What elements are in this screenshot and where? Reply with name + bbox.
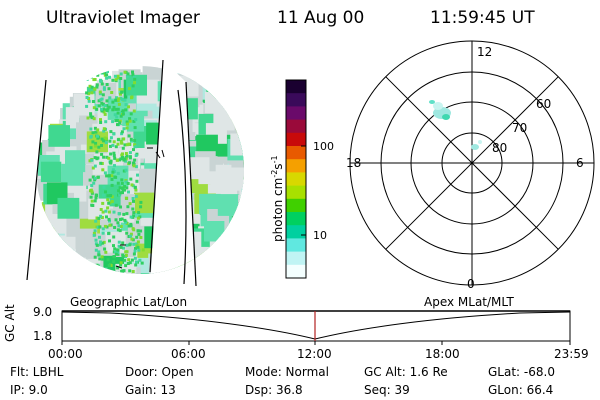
- status-door: Door: Open: [125, 365, 194, 379]
- date-label: 11 Aug 00: [277, 8, 365, 28]
- status-ip: IP: 9.0: [10, 383, 48, 397]
- altitude-curve: [61, 311, 571, 340]
- colorbar-unit-label: photon cm-2s-1: [270, 155, 285, 242]
- colorbar-band: [286, 225, 306, 239]
- colorbar-band: [286, 185, 306, 200]
- instrument-title: Ultraviolet Imager: [46, 8, 200, 28]
- colorbar-band: [286, 198, 306, 213]
- colorbar-band: [286, 251, 306, 266]
- status-flt: Flt: LBHL: [10, 365, 64, 379]
- colorbar-band: [286, 238, 306, 253]
- auroral-image: [26, 59, 244, 287]
- colorbar-frame: [285, 79, 307, 279]
- timeline-xtick-1: 06:00: [171, 347, 206, 361]
- colorbar: [286, 80, 306, 279]
- colorbar-band: [286, 212, 306, 226]
- colorbar-band: [286, 119, 306, 134]
- colorbar-band: [286, 159, 306, 173]
- polar-diag-2: [385, 76, 559, 250]
- colorbar-band: [286, 146, 306, 160]
- image-ticks: [115, 147, 165, 269]
- status-seq: Seq: 39: [364, 383, 410, 397]
- colorbar-label-10: 10: [313, 229, 327, 242]
- lat-label-80: 80: [492, 141, 508, 155]
- geographic-label: Geographic Lat/Lon: [70, 295, 188, 309]
- colorbar-band: [286, 132, 306, 147]
- timeline-ylabel: GC Alt: [3, 304, 17, 342]
- time-label: 11:59:45 UT: [430, 8, 535, 28]
- timeline-xtick-2: 12:00: [297, 347, 332, 361]
- status-gain: Gain: 13: [125, 383, 176, 397]
- lat-label-70: 70: [512, 121, 528, 135]
- mlt-label-0: 0: [467, 277, 475, 291]
- colorbar-band: [286, 80, 306, 94]
- image-gridlines: [26, 59, 197, 287]
- status-glon: GLon: 66.4: [488, 383, 554, 397]
- timeline-xtick-0: 00:00: [48, 347, 83, 361]
- timeline-ytick-top: 9.0: [33, 305, 53, 319]
- timeline-ytick-bottom: 1.8: [33, 329, 53, 343]
- timeline-xtick-4: 23:59: [554, 347, 589, 361]
- lat-label-60: 60: [536, 97, 552, 111]
- status-dsp: Dsp: 36.8: [245, 383, 303, 397]
- colorbar-band: [286, 93, 306, 107]
- status-gcalt: GC Alt: 1.6 Re: [364, 365, 448, 379]
- status-glat: GLat: -68.0: [488, 365, 555, 379]
- status-mode: Mode: Normal: [245, 365, 329, 379]
- mlt-label-6: 6: [576, 156, 584, 170]
- emission-speckles: [36, 66, 244, 274]
- colorbar-band: [286, 264, 306, 279]
- colorbar-label-100: 100: [313, 140, 334, 153]
- timeline-frame: [61, 310, 571, 342]
- polar-plot: [349, 40, 595, 286]
- colorbar-band: [286, 172, 306, 187]
- colorbar-band: [286, 106, 306, 121]
- mlt-label-12: 12: [477, 45, 493, 59]
- apex-label: Apex MLat/MLT: [424, 295, 514, 309]
- mlt-label-18: 18: [346, 156, 362, 170]
- polar-emission: [429, 100, 482, 150]
- timeline-xtick-3: 18:00: [425, 347, 460, 361]
- timeline-plot: [61, 310, 571, 345]
